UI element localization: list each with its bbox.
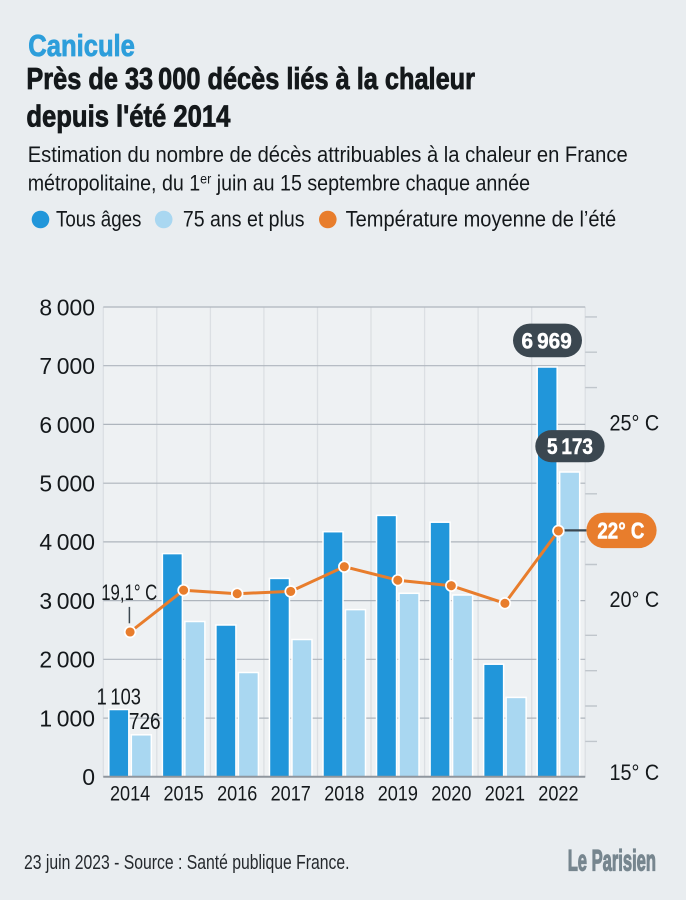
svg-text:3 000: 3 000 [39, 588, 95, 614]
svg-text:1 103: 1 103 [97, 683, 141, 709]
svg-text:2014: 2014 [110, 781, 150, 805]
svg-text:6 969: 6 969 [521, 328, 571, 353]
svg-text:2020: 2020 [431, 781, 471, 805]
svg-text:20° C: 20° C [610, 587, 660, 612]
svg-text:Canicule: Canicule [28, 28, 135, 63]
svg-text:métropolitaine, du 1er juin au: métropolitaine, du 1er juin au 15 septem… [28, 171, 530, 196]
svg-text:2015: 2015 [164, 781, 204, 805]
svg-text:7 000: 7 000 [39, 353, 95, 379]
svg-text:5 173: 5 173 [547, 434, 593, 459]
svg-text:8 000: 8 000 [39, 294, 95, 320]
svg-text:Température moyenne de l’été: Température moyenne de l’été [346, 207, 617, 232]
svg-text:2022: 2022 [538, 781, 578, 805]
svg-text:2016: 2016 [217, 781, 257, 805]
svg-text:depuis l'été 2014: depuis l'été 2014 [26, 99, 231, 134]
svg-text:5 000: 5 000 [39, 471, 95, 497]
svg-text:25° C: 25° C [610, 411, 660, 436]
svg-text:2019: 2019 [378, 781, 418, 805]
svg-text:19,1° C: 19,1° C [101, 580, 157, 605]
svg-text:4 000: 4 000 [39, 529, 95, 555]
svg-text:6 000: 6 000 [39, 412, 95, 438]
svg-text:Le Parisien: Le Parisien [568, 845, 656, 878]
svg-text:2017: 2017 [271, 781, 311, 805]
svg-text:726: 726 [129, 708, 161, 734]
svg-text:2 000: 2 000 [39, 647, 95, 673]
svg-text:Tous âges: Tous âges [56, 207, 141, 232]
svg-text:75 ans et plus: 75 ans et plus [183, 207, 305, 232]
svg-text:1 000: 1 000 [39, 705, 95, 731]
svg-text:2018: 2018 [324, 781, 364, 805]
svg-text:22° C: 22° C [597, 518, 644, 544]
svg-text:23 juin 2023 - Source : Santé: 23 juin 2023 - Source : Santé publique F… [24, 852, 350, 874]
svg-text:Près de 33 000 décès liés à la: Près de 33 000 décès liés à la chaleur [26, 61, 475, 96]
svg-text:0: 0 [82, 764, 95, 790]
svg-text:2021: 2021 [485, 781, 525, 805]
svg-text:15° C: 15° C [610, 760, 660, 785]
svg-text:Estimation du nombre de décès: Estimation du nombre de décès attribuabl… [28, 142, 628, 167]
